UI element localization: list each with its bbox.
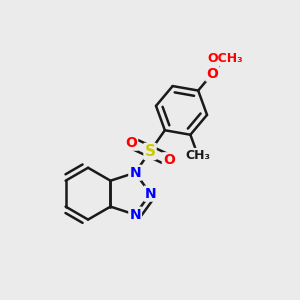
Text: O: O <box>125 136 137 150</box>
Text: OCH₃: OCH₃ <box>207 52 243 65</box>
Text: S: S <box>145 144 155 159</box>
Text: N: N <box>129 208 141 222</box>
Text: O: O <box>163 153 175 167</box>
Text: CH₃: CH₃ <box>185 149 210 162</box>
Text: O: O <box>206 67 218 81</box>
Text: N: N <box>129 166 141 180</box>
Text: N: N <box>145 187 156 201</box>
